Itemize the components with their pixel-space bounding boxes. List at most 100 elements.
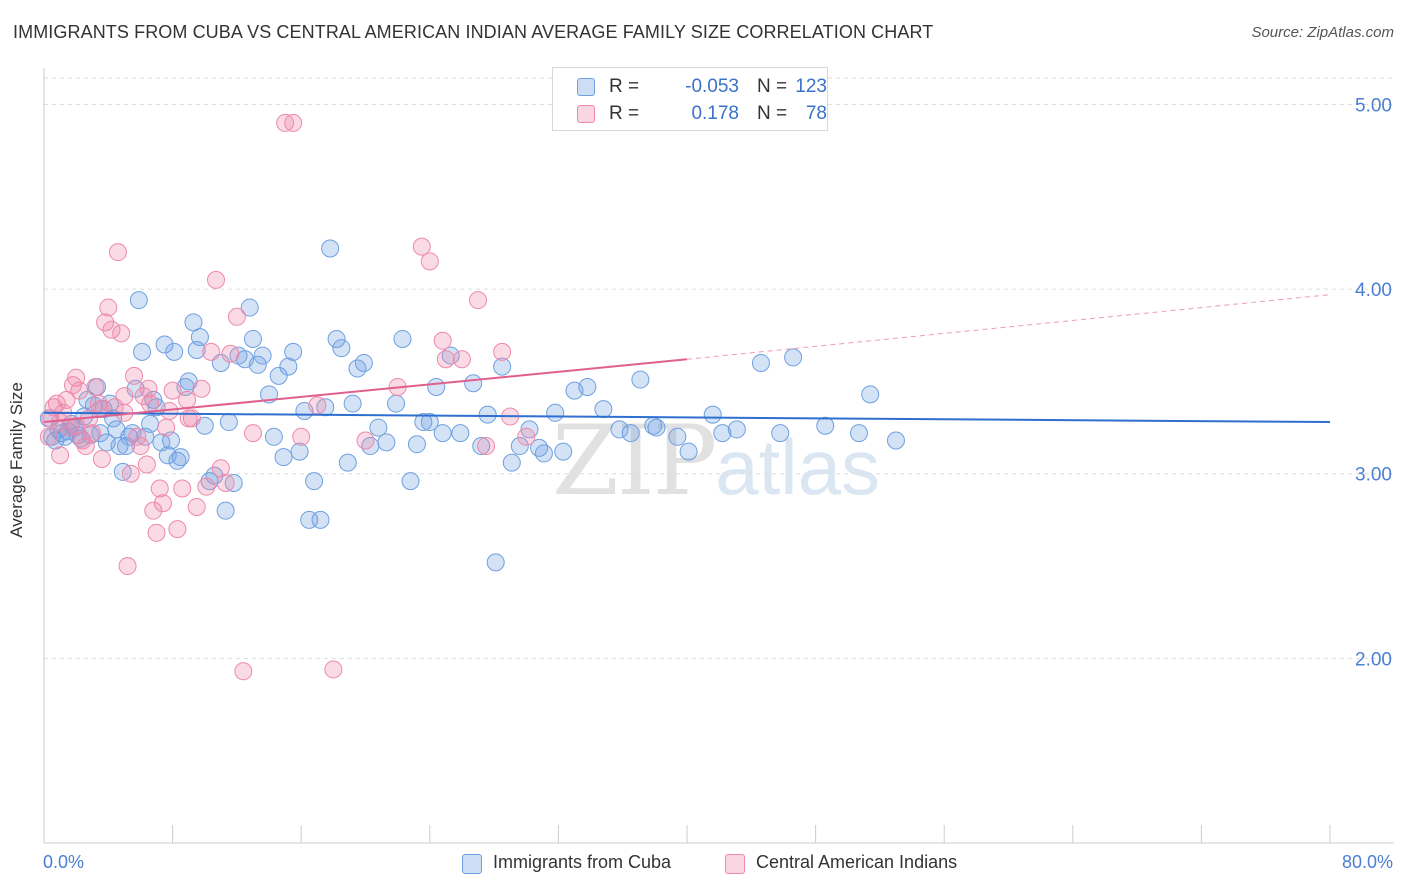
point-cuba <box>546 403 565 422</box>
point-cuba <box>321 239 340 258</box>
point-central-american-indians <box>153 494 172 513</box>
point-central-american-indians <box>168 520 187 539</box>
bottom-legend-label-central-american-indians: Central American Indians <box>756 852 958 872</box>
point-central-american-indians <box>308 396 327 415</box>
point-central-american-indians <box>216 473 235 492</box>
correlation-legend: R = -0.053 N = 123 R = 0.178 N = 78 <box>552 67 828 131</box>
legend-n-value: 123 <box>795 76 827 97</box>
bottom-legend-label-cuba: Immigrants from Cuba <box>493 852 672 872</box>
point-cuba <box>171 448 190 467</box>
point-cuba <box>133 342 152 361</box>
legend-swatch-central-american-indians <box>577 105 595 123</box>
y-tick-label: 4.00 <box>1355 280 1392 301</box>
point-cuba <box>621 424 640 443</box>
point-cuba <box>401 472 420 491</box>
point-cuba <box>647 418 666 437</box>
point-central-american-indians <box>197 477 216 496</box>
legend-swatch-cuba <box>577 78 595 96</box>
point-central-american-indians <box>493 342 512 361</box>
point-central-american-indians <box>178 390 197 409</box>
point-cuba <box>253 346 272 365</box>
point-cuba <box>886 431 905 450</box>
point-cuba <box>354 353 373 372</box>
point-central-american-indians <box>324 660 343 679</box>
point-cuba <box>165 342 184 361</box>
point-central-american-indians <box>179 409 198 428</box>
point-cuba <box>284 342 303 361</box>
point-cuba <box>407 435 426 454</box>
point-cuba <box>530 438 549 457</box>
point-cuba <box>784 348 803 367</box>
point-cuba <box>305 472 324 491</box>
point-cuba <box>594 400 613 419</box>
point-cuba <box>427 377 446 396</box>
point-cuba <box>771 424 790 443</box>
point-central-american-indians <box>412 237 431 256</box>
point-central-american-indians <box>477 437 496 456</box>
point-cuba <box>200 472 219 491</box>
point-cuba <box>393 329 412 348</box>
point-central-american-indians <box>118 557 137 576</box>
point-central-american-indians <box>83 424 102 443</box>
point-central-american-indians <box>147 523 166 542</box>
point-central-american-indians <box>202 342 221 361</box>
point-central-american-indians <box>173 479 192 498</box>
point-central-american-indians <box>51 446 70 465</box>
point-central-american-indians <box>102 320 121 339</box>
legend-r-value: 0.178 <box>691 103 739 124</box>
point-cuba <box>502 453 521 472</box>
point-central-american-indians <box>39 427 58 446</box>
point-central-american-indians <box>436 350 455 369</box>
point-cuba <box>311 510 330 529</box>
point-central-american-indians <box>144 501 163 520</box>
legend-n-value: 78 <box>805 103 827 124</box>
point-cuba <box>269 366 288 385</box>
point-cuba <box>816 416 835 435</box>
point-central-american-indians <box>67 416 86 435</box>
point-cuba <box>129 291 148 310</box>
watermark-zip: ZIP <box>552 405 717 517</box>
point-central-american-indians <box>469 291 488 310</box>
point-cuba <box>274 448 293 467</box>
point-central-american-indians <box>86 377 105 396</box>
trendline-extension-central-american-indians <box>686 294 1331 360</box>
point-central-american-indians <box>108 243 127 262</box>
watermark-atlas: atlas <box>715 423 880 511</box>
point-cuba <box>668 427 687 446</box>
y-axis-label: Average Family Size <box>7 382 26 538</box>
legend-n-label: N = <box>757 103 788 124</box>
point-cuba <box>727 420 746 439</box>
point-cuba <box>219 413 238 432</box>
point-cuba <box>861 385 880 404</box>
point-central-american-indians <box>121 464 140 483</box>
point-cuba <box>190 328 209 347</box>
point-central-american-indians <box>150 479 169 498</box>
point-cuba <box>248 355 267 374</box>
point-cuba <box>478 405 497 424</box>
point-cuba <box>451 424 470 443</box>
y-tick-label: 2.00 <box>1355 649 1392 670</box>
point-cuba <box>387 394 406 413</box>
point-cuba <box>290 442 309 461</box>
point-cuba <box>486 553 505 572</box>
point-cuba <box>155 335 174 354</box>
point-central-american-indians <box>420 252 439 271</box>
point-cuba <box>264 427 283 446</box>
chart-source: Source: ZipAtlas.com <box>1251 24 1394 41</box>
point-cuba <box>338 453 357 472</box>
bottom-legend-swatch-central-american-indians <box>725 854 745 874</box>
x-tick-label-min: 0.0% <box>43 852 85 872</box>
point-central-american-indians <box>112 324 131 343</box>
trendline-central-american-indians <box>43 358 688 424</box>
point-cuba <box>713 424 732 443</box>
point-cuba <box>703 405 722 424</box>
point-central-american-indians <box>131 437 150 456</box>
point-central-american-indians <box>452 350 471 369</box>
point-cuba <box>414 413 433 432</box>
point-central-american-indians <box>187 497 206 516</box>
point-central-american-indians <box>115 387 134 406</box>
point-central-american-indians <box>284 113 303 132</box>
point-cuba <box>433 424 452 443</box>
point-cuba <box>279 357 298 376</box>
